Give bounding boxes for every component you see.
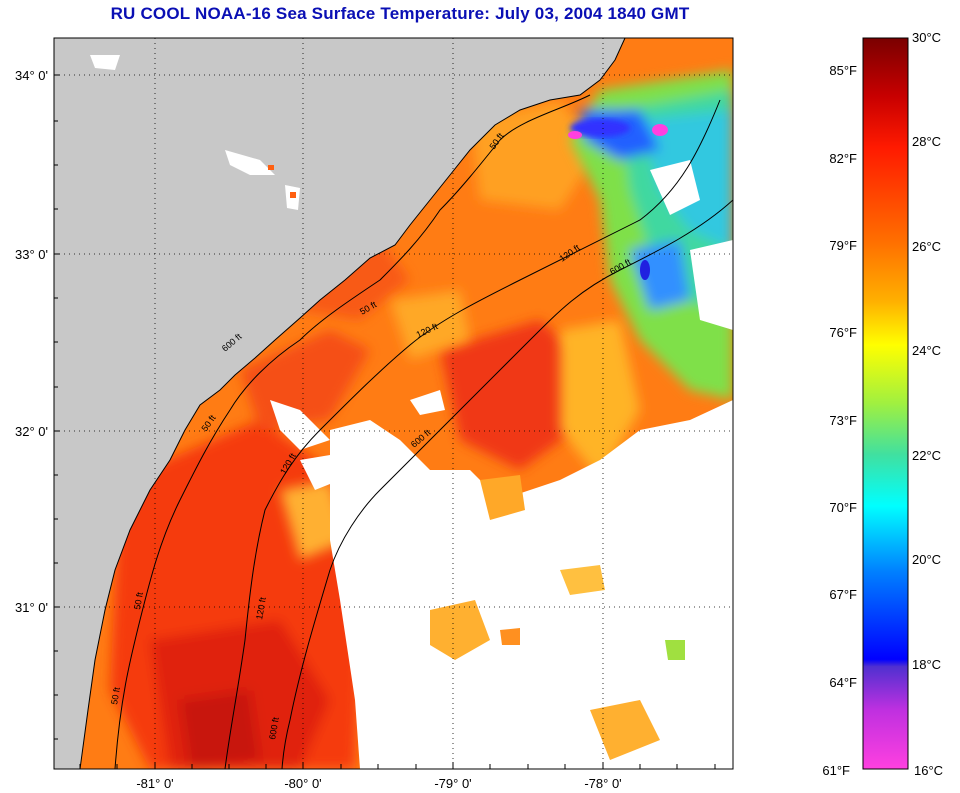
- svg-text:79°F: 79°F: [829, 238, 857, 253]
- svg-text:18°C: 18°C: [912, 657, 941, 672]
- svg-text:85°F: 85°F: [829, 63, 857, 78]
- lat-label-34: 34° 0': [15, 68, 48, 83]
- svg-text:22°C: 22°C: [912, 448, 941, 463]
- longitude-labels: -81° 0' -80° 0' -79° 0' -78° 0': [136, 776, 621, 791]
- colorbar-celsius-labels: 30°C 28°C 26°C 24°C 22°C 20°C 18°C 16°C: [912, 30, 943, 778]
- colorbar-gradient: [862, 37, 909, 770]
- axis-ticks: [54, 74, 716, 769]
- svg-text:24°C: 24°C: [912, 343, 941, 358]
- coastline: [79, 38, 626, 769]
- isobath-contours: [114, 94, 733, 769]
- svg-text:20°C: 20°C: [912, 552, 941, 567]
- svg-text:67°F: 67°F: [829, 587, 857, 602]
- lon-label-78: -78° 0': [584, 776, 621, 791]
- map-title: RU COOL NOAA-16 Sea Surface Temperature:…: [110, 4, 690, 23]
- svg-text:73°F: 73°F: [829, 413, 857, 428]
- svg-text:50 ft: 50 ft: [132, 591, 145, 610]
- svg-text:61°F: 61°F: [822, 763, 850, 778]
- temperature-colorbar: 30°C 28°C 26°C 24°C 22°C 20°C 18°C 16°C …: [822, 30, 943, 778]
- sst-map: 50 ft 50 ft 120 ft 120 ft 600 ft 600 ft …: [15, 37, 734, 791]
- svg-text:30°C: 30°C: [912, 30, 941, 45]
- svg-text:16°C: 16°C: [914, 763, 943, 778]
- lon-label-81: -81° 0': [136, 776, 173, 791]
- svg-text:70°F: 70°F: [829, 500, 857, 515]
- lon-label-80: -80° 0': [284, 776, 321, 791]
- sst-fragments: [410, 390, 685, 760]
- svg-text:64°F: 64°F: [829, 675, 857, 690]
- latitude-labels: 34° 0' 33° 0' 32° 0' 31° 0': [15, 68, 48, 615]
- svg-text:50 ft: 50 ft: [109, 686, 122, 705]
- svg-text:76°F: 76°F: [829, 325, 857, 340]
- lat-label-33: 33° 0': [15, 247, 48, 262]
- map-gridlines: [54, 38, 733, 769]
- lon-label-79: -79° 0': [434, 776, 471, 791]
- svg-text:28°C: 28°C: [912, 134, 941, 149]
- land-mass: [54, 38, 625, 769]
- cloud-mask: [270, 160, 733, 769]
- svg-text:82°F: 82°F: [829, 151, 857, 166]
- colorbar-fahrenheit-labels: 85°F 82°F 79°F 76°F 73°F 70°F 67°F 64°F …: [822, 63, 857, 778]
- svg-text:600 ft: 600 ft: [267, 716, 281, 740]
- lat-label-32: 32° 0': [15, 424, 48, 439]
- svg-text:120 ft: 120 ft: [254, 596, 268, 620]
- svg-text:26°C: 26°C: [912, 239, 941, 254]
- lat-label-31: 31° 0': [15, 600, 48, 615]
- map-frame: [53, 37, 734, 770]
